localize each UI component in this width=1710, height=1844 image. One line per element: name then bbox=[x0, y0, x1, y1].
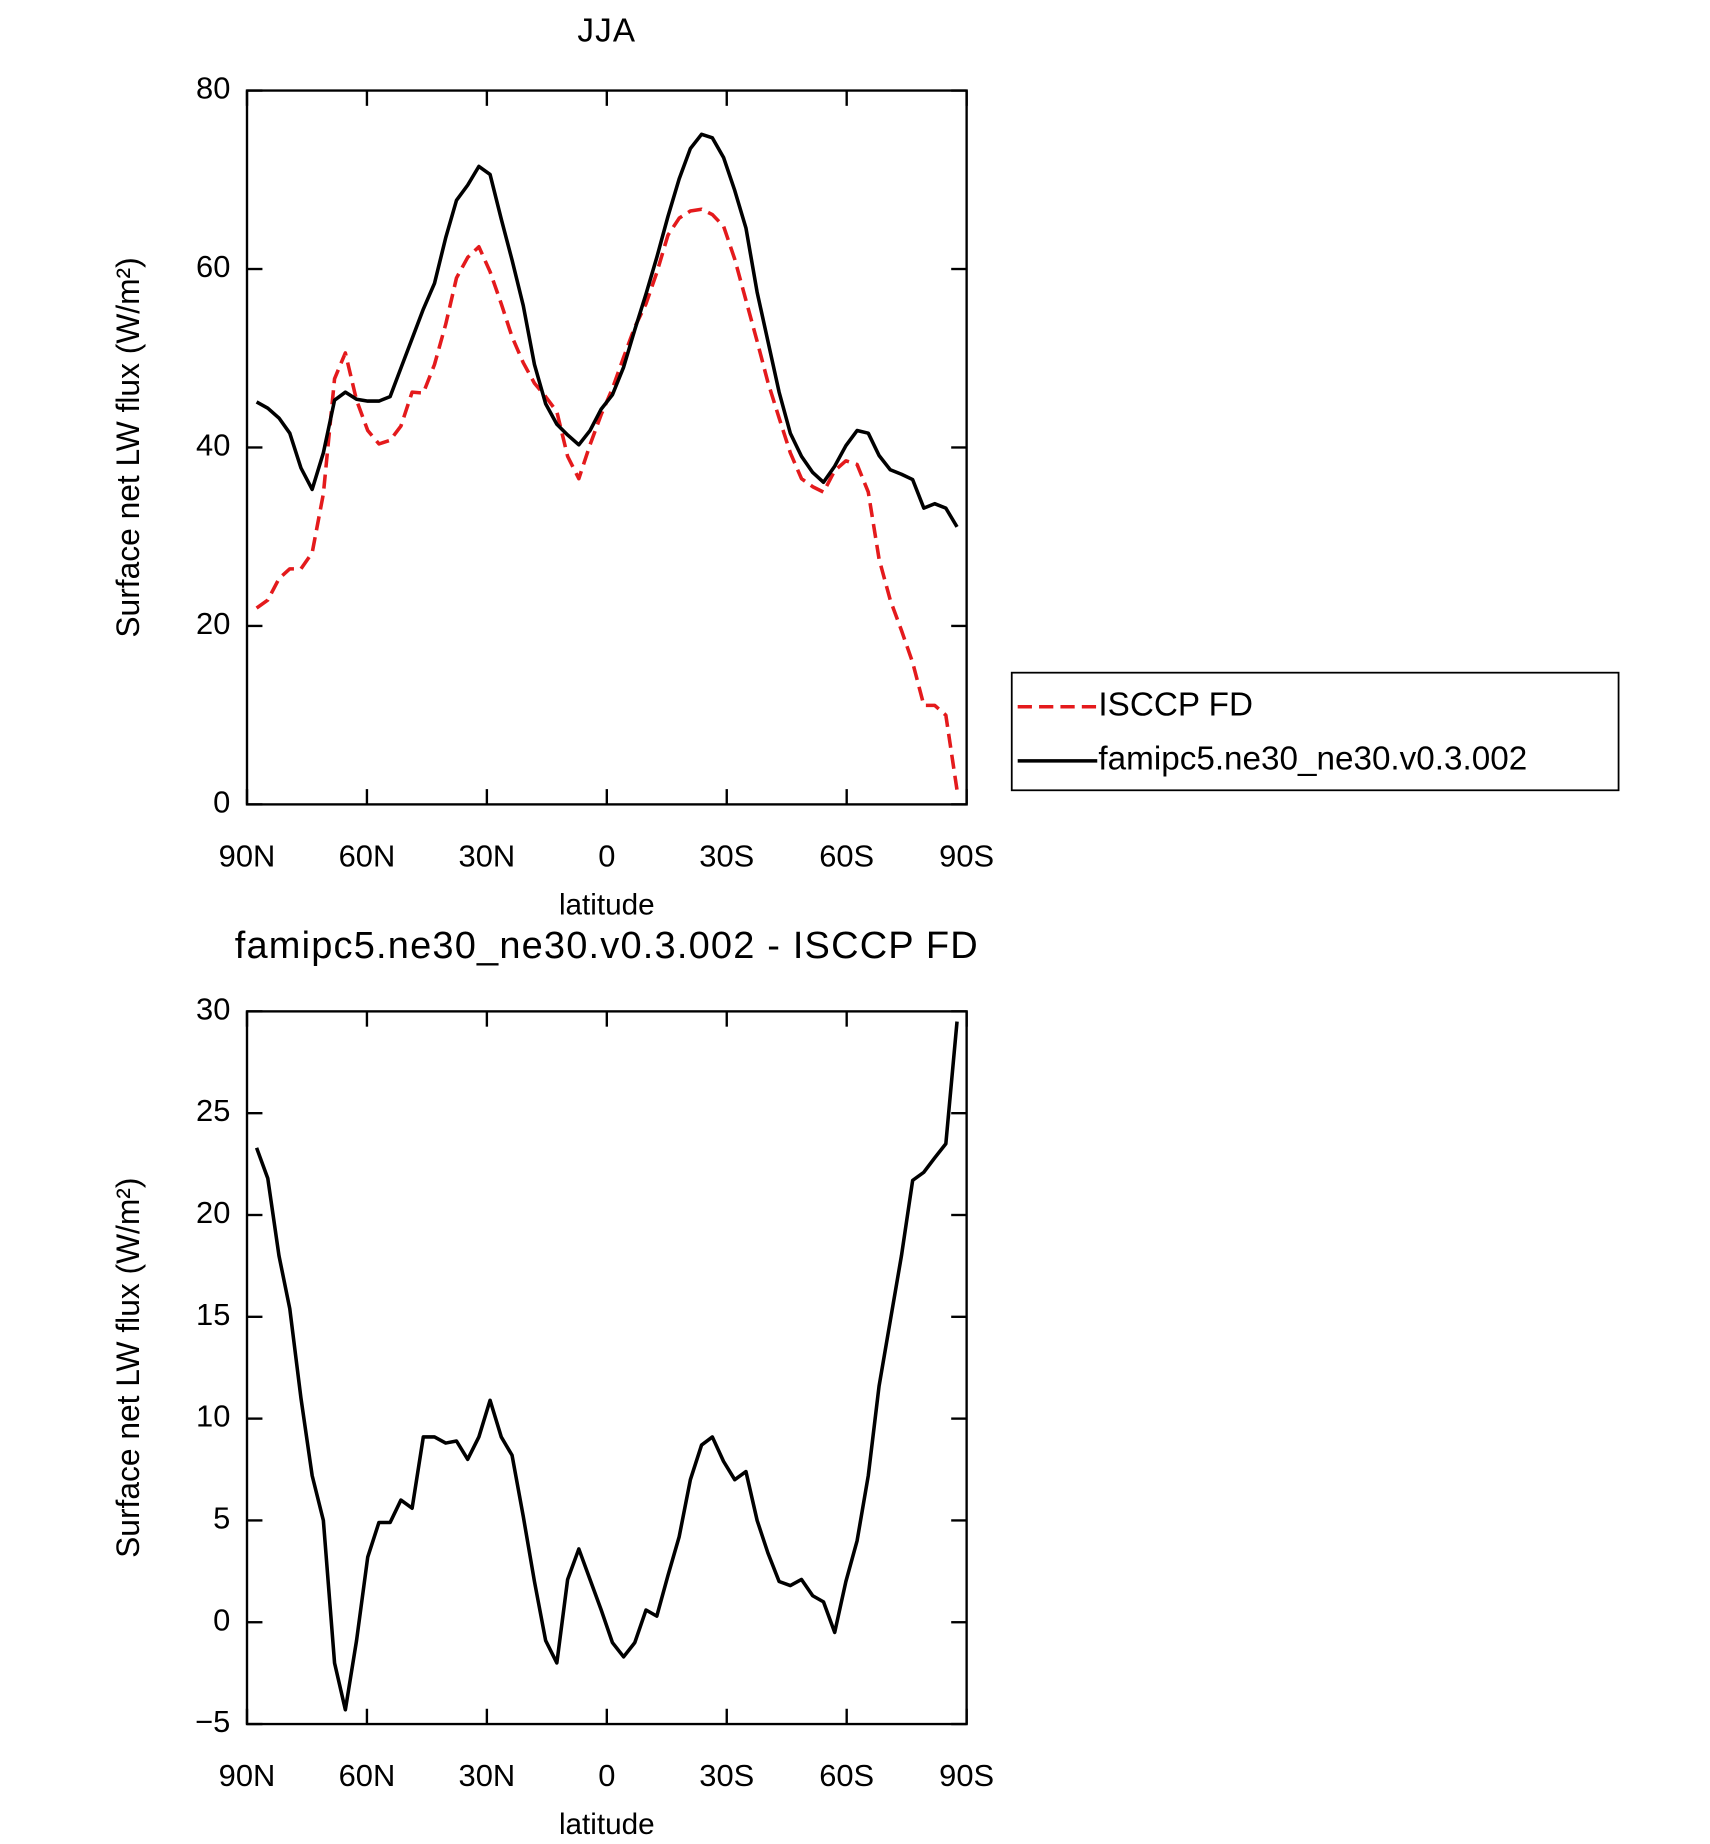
x-tick-label: 60N bbox=[339, 839, 396, 874]
x-tick-label: 30S bbox=[699, 839, 754, 874]
x-tick-label: 60S bbox=[819, 1758, 874, 1793]
chart-title: famipc5.ne30_ne30.v0.3.002 - ISCCP FD bbox=[235, 925, 979, 967]
y-axis-label: Surface net LW flux (W/m²) bbox=[110, 1178, 146, 1558]
data-line bbox=[255, 207, 959, 791]
y-tick-label: 15 bbox=[196, 1297, 230, 1332]
x-axis-label: latitude bbox=[559, 889, 655, 922]
plot-frame bbox=[245, 1010, 968, 1726]
y-tick-label: 40 bbox=[196, 428, 230, 463]
y-tick-label: 20 bbox=[196, 1195, 230, 1230]
y-tick-label: 5 bbox=[213, 1501, 230, 1536]
y-tick-label: 60 bbox=[196, 249, 230, 284]
legend-box bbox=[1010, 671, 1620, 792]
plot-frame bbox=[245, 89, 968, 806]
x-tick-label: 30N bbox=[459, 839, 516, 874]
y-axis-label: Surface net LW flux (W/m²) bbox=[110, 257, 146, 637]
x-tick-label: 60N bbox=[339, 1758, 396, 1793]
x-tick-label: 60S bbox=[819, 839, 874, 874]
x-tick-label: 90S bbox=[939, 1758, 994, 1793]
x-axis-label: latitude bbox=[559, 1808, 655, 1841]
x-tick-label: 30N bbox=[459, 1758, 516, 1793]
data-line bbox=[255, 132, 959, 528]
legend-label: famipc5.ne30_ne30.v0.3.002 bbox=[1098, 741, 1527, 778]
y-tick-label: −5 bbox=[195, 1704, 230, 1739]
x-tick-label: 30S bbox=[699, 1758, 754, 1793]
y-tick-label: 0 bbox=[213, 785, 230, 820]
x-tick-label: 0 bbox=[598, 1758, 615, 1793]
x-tick-label: 90N bbox=[219, 1758, 276, 1793]
y-tick-label: 20 bbox=[196, 606, 230, 641]
chart-title: JJA bbox=[577, 13, 636, 50]
x-tick-label: 90S bbox=[939, 839, 994, 874]
y-tick-label: 0 bbox=[213, 1602, 230, 1637]
x-tick-label: 0 bbox=[598, 839, 615, 874]
y-tick-label: 30 bbox=[196, 992, 230, 1027]
y-tick-label: 25 bbox=[196, 1093, 230, 1128]
legend-label: ISCCP FD bbox=[1098, 687, 1253, 724]
data-line bbox=[254, 1021, 959, 1712]
y-tick-label: 80 bbox=[196, 71, 230, 106]
y-tick-label: 10 bbox=[196, 1399, 230, 1434]
x-tick-label: 90N bbox=[219, 839, 276, 874]
